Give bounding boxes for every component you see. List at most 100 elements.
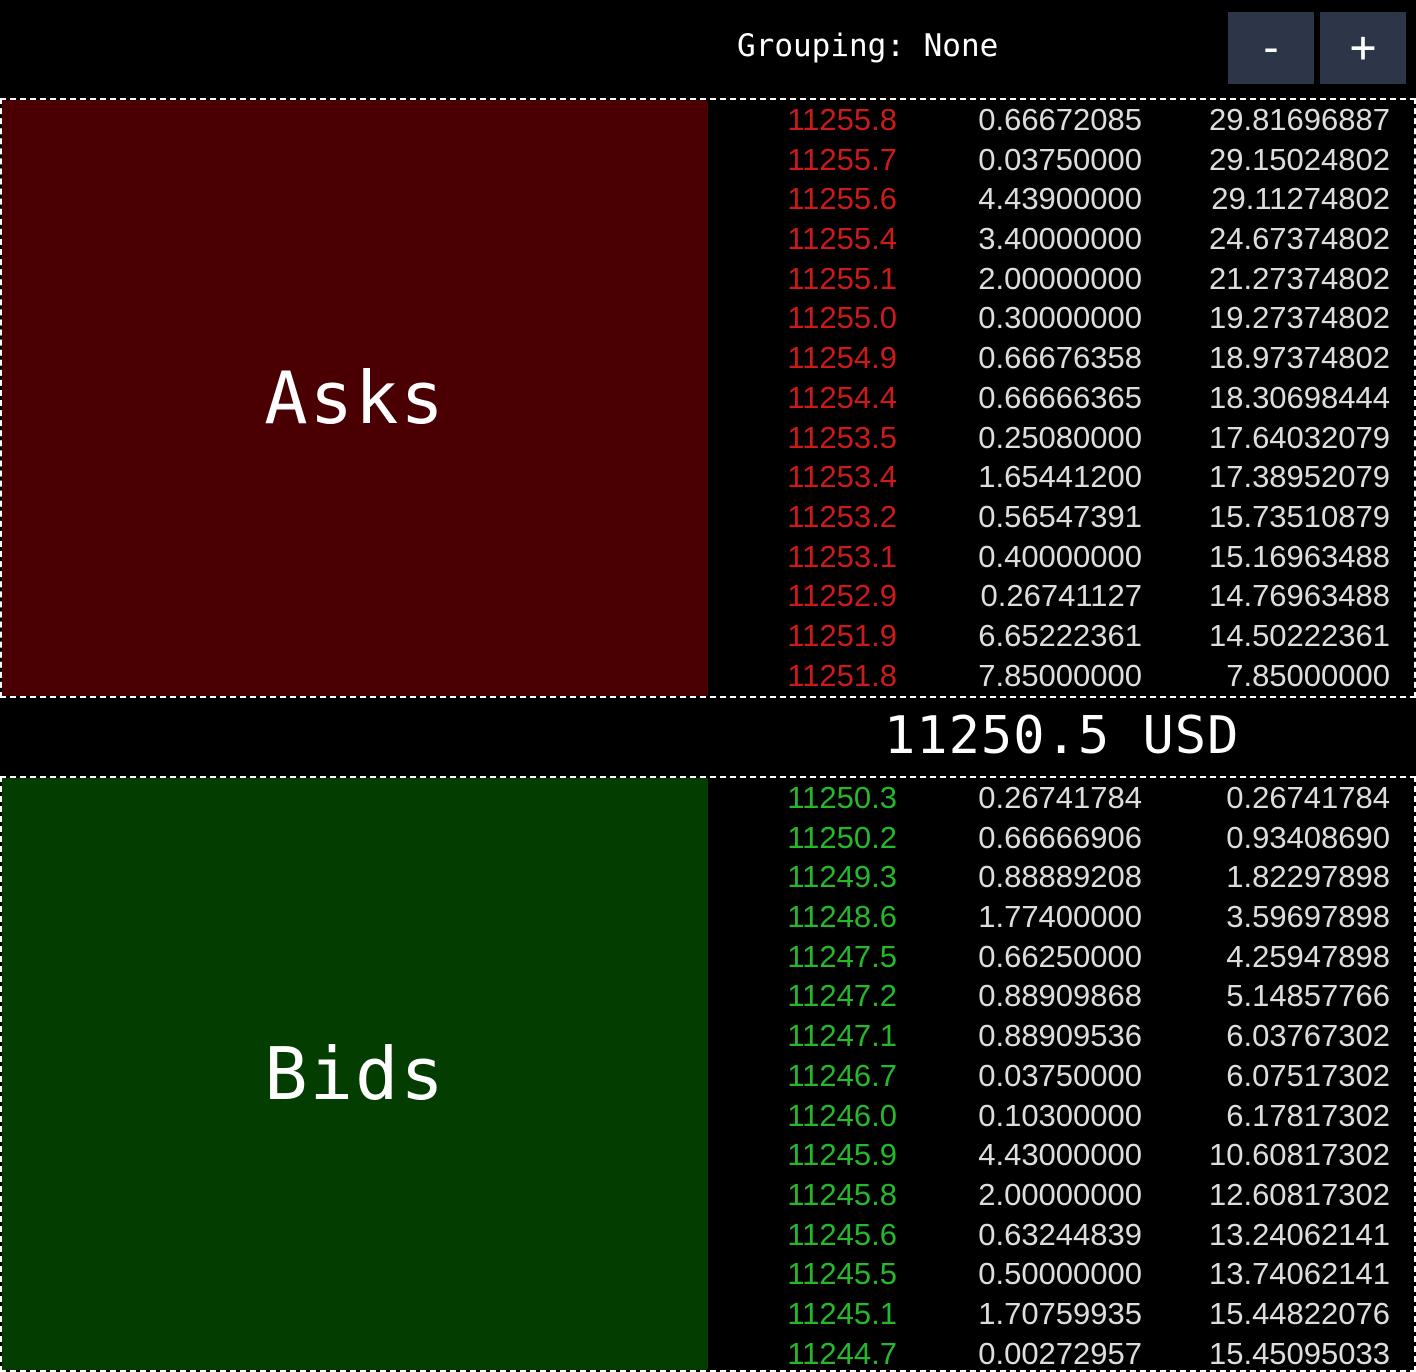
bid-size: 0.88909868 bbox=[978, 978, 1142, 1014]
bid-total: 6.07517302 bbox=[1226, 1057, 1390, 1093]
ask-row[interactable]: 11255.6 4.43900000 29.11274802 bbox=[708, 179, 1414, 219]
decrease-grouping-button[interactable]: - bbox=[1228, 12, 1314, 84]
asks-section: Asks 11255.8 0.66672085 29.81696887 11255.… bbox=[0, 98, 1416, 698]
ask-size: 6.65222361 bbox=[978, 617, 1142, 653]
bid-row[interactable]: 11245.9 4.43000000 10.60817302 bbox=[708, 1135, 1414, 1175]
bid-row[interactable]: 11248.6 1.77400000 3.59697898 bbox=[708, 897, 1414, 937]
ask-total: 14.76963488 bbox=[1208, 578, 1390, 614]
bid-size: 0.63244839 bbox=[978, 1216, 1142, 1252]
ask-price: 11253.2 bbox=[787, 498, 897, 534]
ask-price: 11251.9 bbox=[787, 617, 897, 653]
bid-row[interactable]: 11247.1 0.88909536 6.03767302 bbox=[708, 1016, 1414, 1056]
ask-total: 29.15024802 bbox=[1208, 141, 1390, 177]
ask-total: 7.85000000 bbox=[1226, 657, 1390, 693]
bid-row[interactable]: 11245.1 1.70759935 15.44822076 bbox=[708, 1294, 1414, 1334]
bid-size: 0.26741784 bbox=[978, 780, 1142, 815]
ask-row[interactable]: 11254.9 0.66676358 18.97374802 bbox=[708, 338, 1414, 378]
bid-total: 3.59697898 bbox=[1226, 899, 1390, 935]
bid-row[interactable]: 11250.2 0.66666906 0.93408690 bbox=[708, 818, 1414, 858]
bid-total: 0.93408690 bbox=[1226, 819, 1390, 855]
ask-total: 24.67374802 bbox=[1208, 221, 1390, 257]
ask-total: 17.64032079 bbox=[1208, 419, 1390, 455]
ask-row[interactable]: 11255.8 0.66672085 29.81696887 bbox=[708, 100, 1414, 140]
bid-row[interactable]: 11246.7 0.03750000 6.07517302 bbox=[708, 1056, 1414, 1096]
ask-row[interactable]: 11255.4 3.40000000 24.67374802 bbox=[708, 219, 1414, 259]
asks-list: 11255.8 0.66672085 29.81696887 11255.7 0.03… bbox=[708, 100, 1414, 696]
ask-size: 0.56547391 bbox=[978, 498, 1142, 534]
bid-price: 11246.0 bbox=[787, 1097, 897, 1133]
ask-size: 3.40000000 bbox=[978, 221, 1142, 257]
bid-price: 11247.2 bbox=[787, 978, 897, 1014]
increase-grouping-button[interactable]: + bbox=[1320, 12, 1406, 84]
bid-price: 11245.9 bbox=[787, 1137, 897, 1173]
ask-size: 4.43900000 bbox=[978, 181, 1142, 217]
bid-total: 12.60817302 bbox=[1208, 1176, 1390, 1212]
bid-total: 0.26741784 bbox=[1226, 780, 1390, 815]
ask-price: 11254.9 bbox=[787, 340, 897, 376]
bid-total: 6.03767302 bbox=[1226, 1018, 1390, 1054]
bid-row[interactable]: 11244.7 0.00272957 15.45095033 bbox=[708, 1334, 1414, 1371]
bids-panel: Bids bbox=[2, 778, 708, 1370]
ask-size: 2.00000000 bbox=[978, 260, 1142, 296]
ask-price: 11253.4 bbox=[787, 459, 897, 495]
grouping-label: Grouping: None bbox=[737, 28, 999, 64]
bid-row[interactable]: 11245.5 0.50000000 13.74062141 bbox=[708, 1254, 1414, 1294]
ask-row[interactable]: 11251.8 7.85000000 7.85000000 bbox=[708, 656, 1414, 696]
ask-row[interactable]: 11255.7 0.03750000 29.15024802 bbox=[708, 140, 1414, 180]
bid-total: 1.82297898 bbox=[1226, 859, 1390, 895]
ask-row[interactable]: 11254.4 0.66666365 18.30698444 bbox=[708, 378, 1414, 418]
ask-size: 0.40000000 bbox=[978, 538, 1142, 574]
ask-total: 18.30698444 bbox=[1208, 379, 1390, 415]
bid-row[interactable]: 11250.3 0.26741784 0.26741784 bbox=[708, 778, 1414, 818]
ask-price: 11255.1 bbox=[787, 260, 897, 296]
bid-price: 11247.5 bbox=[787, 938, 897, 974]
ask-total: 29.11274802 bbox=[1211, 181, 1390, 217]
ask-size: 1.65441200 bbox=[978, 459, 1142, 495]
bid-price: 11246.7 bbox=[787, 1057, 897, 1093]
ask-total: 15.16963488 bbox=[1208, 538, 1390, 574]
ask-size: 0.30000000 bbox=[978, 300, 1142, 336]
header-bar: Grouping: None - + bbox=[0, 0, 1416, 98]
ask-row[interactable]: 11251.9 6.65222361 14.50222361 bbox=[708, 616, 1414, 656]
ask-price: 11254.4 bbox=[787, 379, 897, 415]
bid-total: 6.17817302 bbox=[1226, 1097, 1390, 1133]
bid-price: 11245.1 bbox=[787, 1295, 897, 1331]
ask-price: 11253.5 bbox=[787, 419, 897, 455]
ask-price: 11251.8 bbox=[787, 657, 897, 693]
ask-row[interactable]: 11253.1 0.40000000 15.16963488 bbox=[708, 537, 1414, 577]
bid-size: 0.03750000 bbox=[978, 1057, 1142, 1093]
ask-row[interactable]: 11252.9 0.26741127 14.76963488 bbox=[708, 576, 1414, 616]
ask-total: 18.97374802 bbox=[1208, 340, 1390, 376]
ask-size: 0.66672085 bbox=[978, 102, 1142, 137]
bid-size: 1.77400000 bbox=[978, 899, 1142, 935]
bid-price: 11245.6 bbox=[787, 1216, 897, 1252]
ask-price: 11255.0 bbox=[787, 300, 897, 336]
bid-price: 11250.2 bbox=[787, 819, 897, 855]
ask-size: 0.25080000 bbox=[978, 419, 1142, 455]
bid-price: 11245.8 bbox=[787, 1176, 897, 1212]
ask-price: 11252.9 bbox=[787, 578, 897, 614]
bid-row[interactable]: 11247.2 0.88909868 5.14857766 bbox=[708, 976, 1414, 1016]
ask-total: 19.27374802 bbox=[1208, 300, 1390, 336]
bid-row[interactable]: 11246.0 0.10300000 6.17817302 bbox=[708, 1096, 1414, 1136]
ask-row[interactable]: 11255.1 2.00000000 21.27374802 bbox=[708, 259, 1414, 299]
bid-row[interactable]: 11249.3 0.88889208 1.82297898 bbox=[708, 857, 1414, 897]
ask-total: 14.50222361 bbox=[1208, 617, 1390, 653]
ask-row[interactable]: 11253.2 0.56547391 15.73510879 bbox=[708, 497, 1414, 537]
ask-row[interactable]: 11255.0 0.30000000 19.27374802 bbox=[708, 298, 1414, 338]
bid-row[interactable]: 11245.6 0.63244839 13.24062141 bbox=[708, 1215, 1414, 1255]
bid-price: 11248.6 bbox=[787, 899, 897, 935]
bid-size: 0.66666906 bbox=[978, 819, 1142, 855]
bid-total: 10.60817302 bbox=[1208, 1137, 1390, 1173]
bid-total: 15.45095033 bbox=[1208, 1335, 1390, 1371]
bid-row[interactable]: 11247.5 0.66250000 4.25947898 bbox=[708, 937, 1414, 977]
ask-total: 29.81696887 bbox=[1208, 102, 1390, 137]
bid-price: 11247.1 bbox=[787, 1018, 897, 1054]
ask-row[interactable]: 11253.5 0.25080000 17.64032079 bbox=[708, 418, 1414, 458]
ask-size: 0.66676358 bbox=[978, 340, 1142, 376]
bid-size: 1.70759935 bbox=[978, 1295, 1142, 1331]
bid-row[interactable]: 11245.8 2.00000000 12.60817302 bbox=[708, 1175, 1414, 1215]
ask-price: 11255.6 bbox=[787, 181, 897, 217]
ask-row[interactable]: 11253.4 1.65441200 17.38952079 bbox=[708, 457, 1414, 497]
